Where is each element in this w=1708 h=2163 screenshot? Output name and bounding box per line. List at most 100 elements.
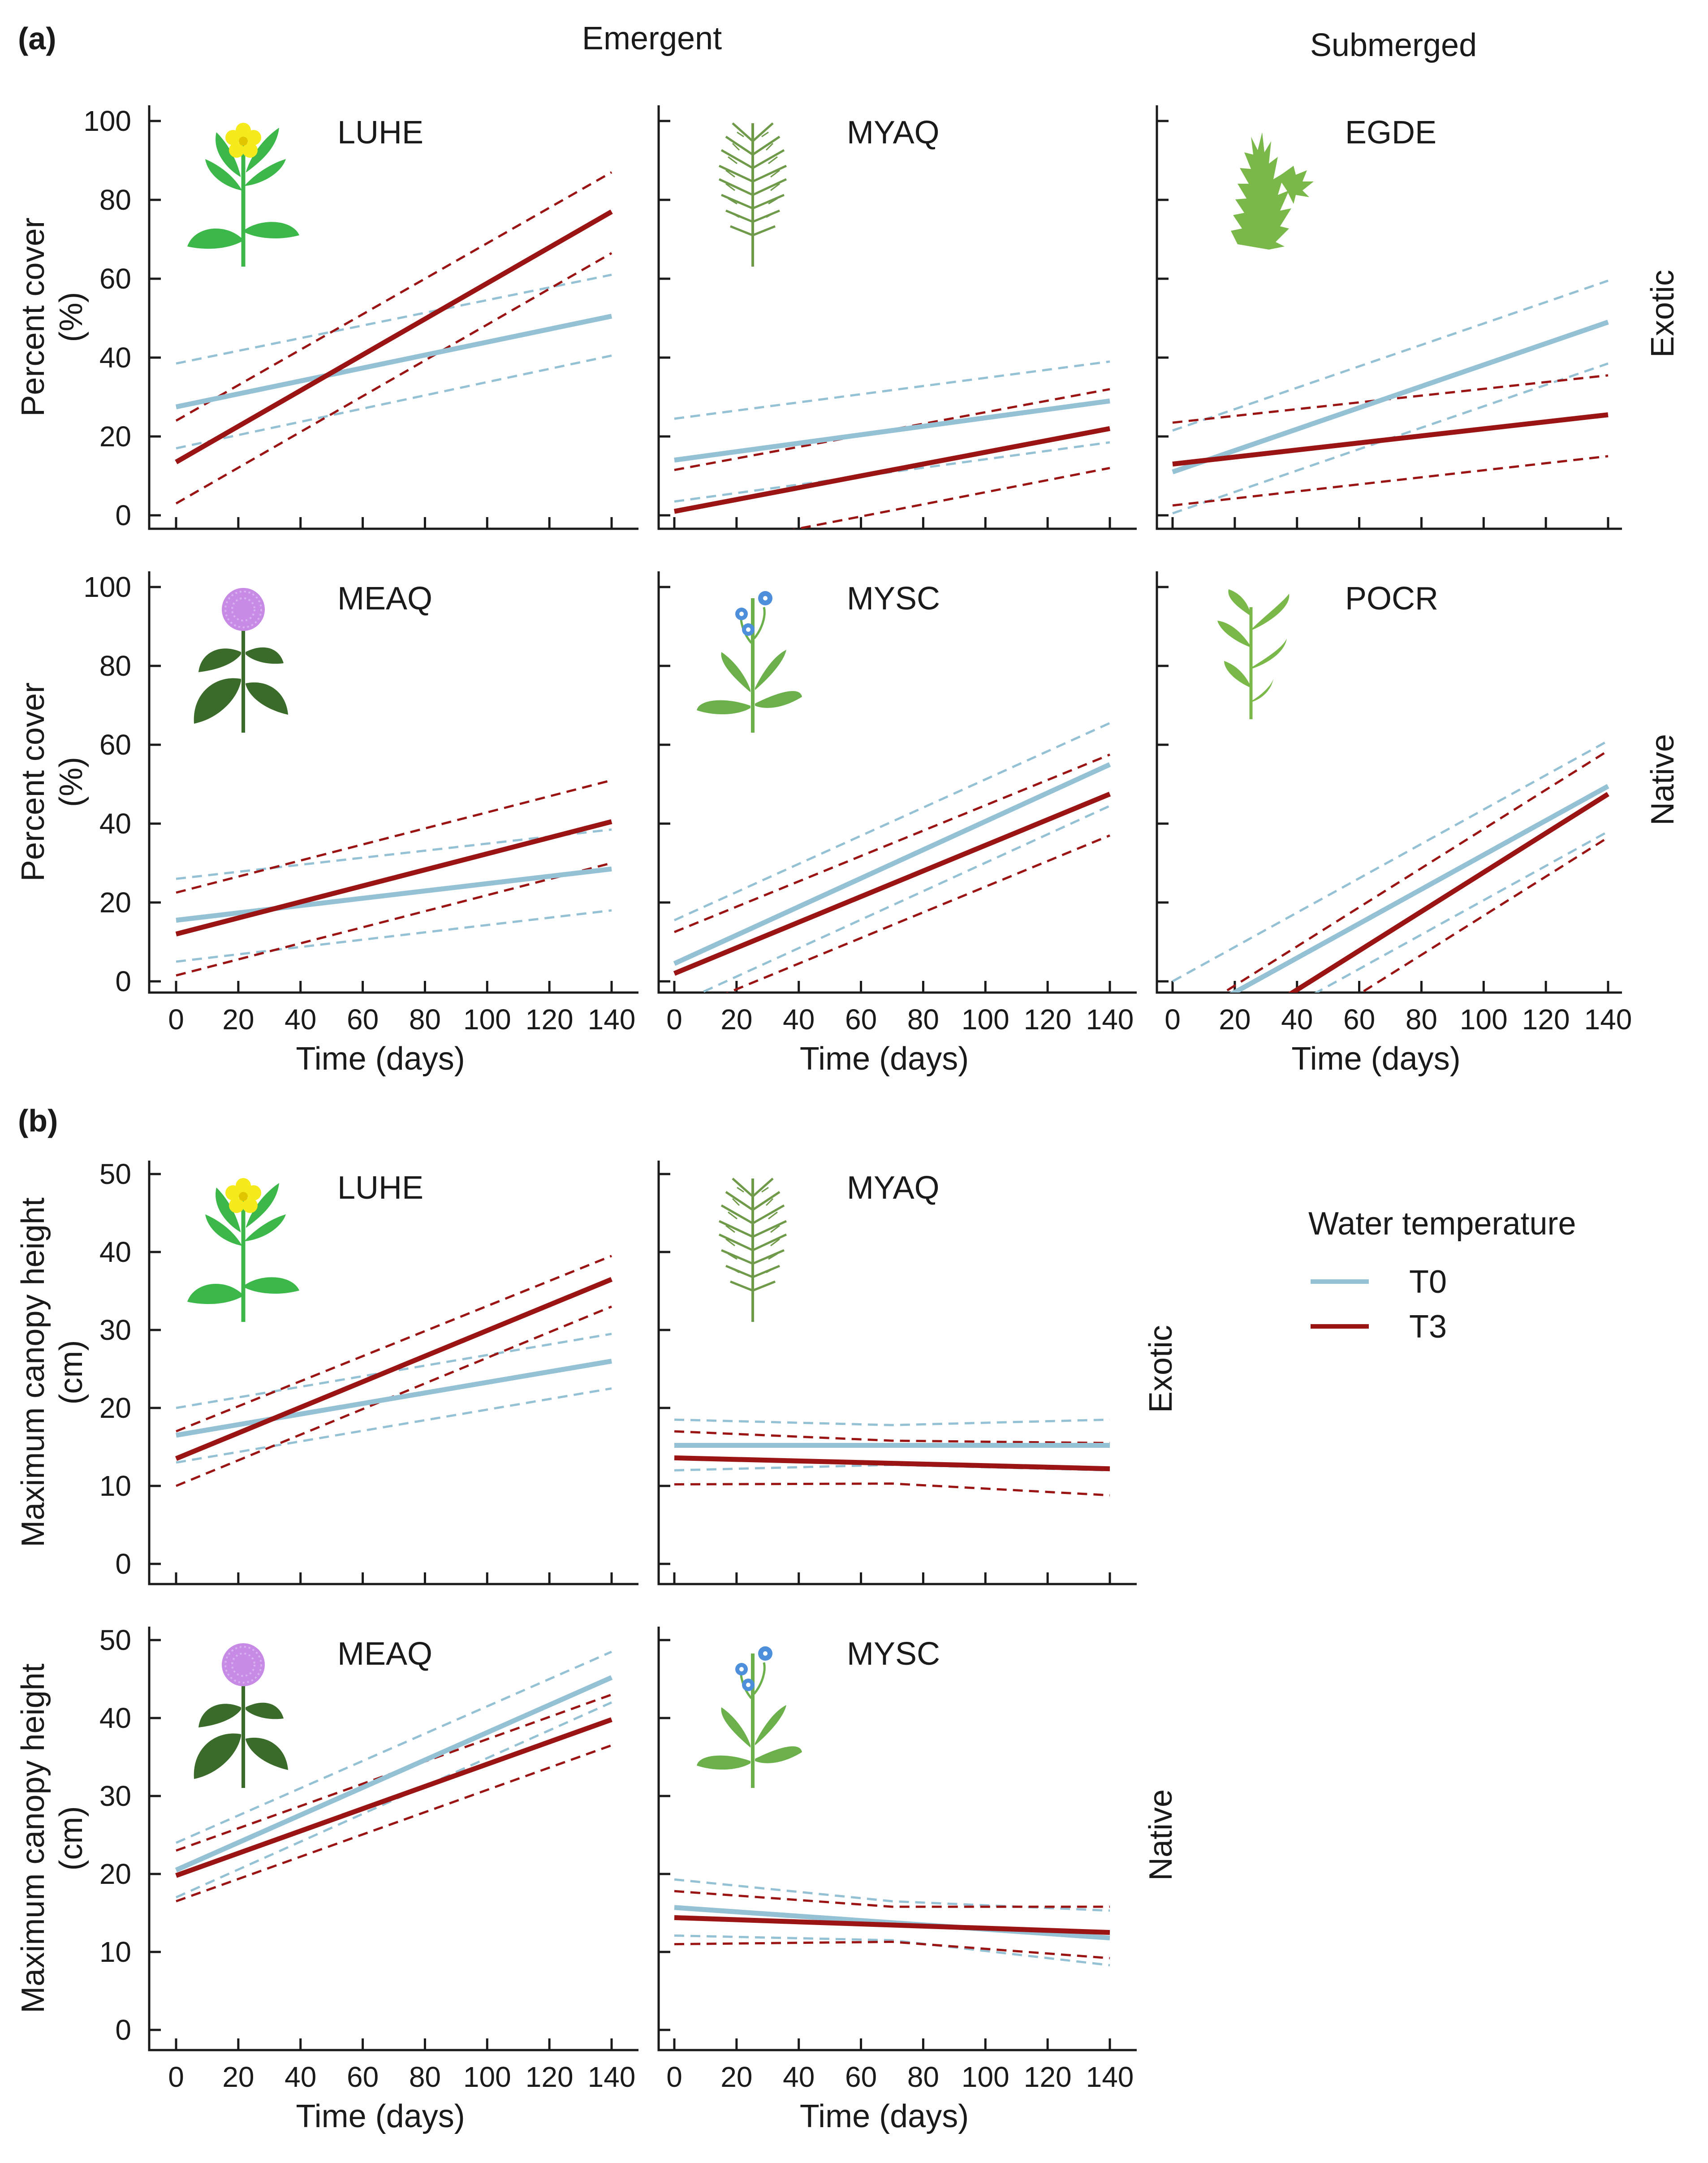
chart-panel-a-luhe: 0 20 40 60 80 100 Percent cover (%) LUHE xyxy=(15,105,638,531)
y-tick-label: 20 xyxy=(99,886,131,919)
x-tick-label: 40 xyxy=(783,2061,815,2093)
chart-panel-a-pocr: 0 20 40 60 80 100 120 140 Time (days) POCR xyxy=(1156,571,1632,1077)
chart-panel-a-mysc: 0 20 40 60 80 100 120 140 Time (days) MYSC xyxy=(657,571,1137,1077)
y-axis-title-unit: (%) xyxy=(53,292,89,342)
chart-panel-b-mysc: 0 20 40 60 80 100 120 140 Time (days) MYSC xyxy=(657,1627,1137,2134)
x-axis-title: Time (days) xyxy=(296,1041,465,1077)
row-label-exotic-a: Exotic xyxy=(1645,270,1681,358)
x-tick-label: 60 xyxy=(845,1003,877,1036)
chart-panel-b-meaq: 0 10 20 30 40 50 0 20 40 60 80 100 120 140 Time (days)… xyxy=(15,1624,638,2134)
x-tick-label: 140 xyxy=(1086,2061,1134,2093)
y-tick-label: 0 xyxy=(115,965,131,997)
wavy-leaf-plant-icon xyxy=(1217,589,1289,719)
x-tick-label: 140 xyxy=(588,1003,636,1036)
series-t3-ci-line xyxy=(674,753,1110,933)
x-tick-label: 0 xyxy=(1165,1003,1181,1036)
series-t3-ci-line xyxy=(674,388,1110,471)
series-t0-fit-line xyxy=(176,866,612,923)
y-tick-label: 80 xyxy=(99,184,131,216)
series-t0-ci-line xyxy=(674,441,1110,503)
series-t0-ci-line xyxy=(1172,280,1609,432)
series-t0-ci-line xyxy=(176,1387,612,1464)
x-tick-label: 80 xyxy=(409,1003,441,1036)
x-tick-label: 80 xyxy=(907,2061,939,2093)
series-t3-ci-line xyxy=(674,1890,1110,1908)
axis-frame xyxy=(148,105,638,530)
panel-title: MYAQ xyxy=(847,115,940,151)
series-t3-ci-line xyxy=(176,862,612,977)
x-tick-label: 100 xyxy=(962,2061,1009,2093)
y-tick-label: 100 xyxy=(83,105,131,137)
y-axis-title-unit: (%) xyxy=(53,757,89,807)
y-tick-label: 20 xyxy=(99,1392,131,1424)
column-header-submerged: Submerged xyxy=(1310,27,1477,63)
chart-panel-b-myaq: MYAQ xyxy=(657,1161,1137,1585)
series-t0-ci-line xyxy=(175,1650,612,1844)
x-tick-label: 20 xyxy=(720,2061,752,2093)
panel-title: MYAQ xyxy=(847,1170,940,1206)
legend-label-t3: T3 xyxy=(1409,1309,1447,1345)
y-tick-label: 80 xyxy=(99,650,131,682)
x-tick-label: 40 xyxy=(783,1003,815,1036)
series-t0-ci-line xyxy=(176,909,612,963)
series-group xyxy=(175,779,612,977)
x-tick-label: 120 xyxy=(1024,2061,1072,2093)
y-tick-label: 0 xyxy=(115,499,131,531)
series-t0-ci-line xyxy=(176,1333,612,1409)
legend: Water temperature T0 T3 xyxy=(1308,1206,1576,1345)
row-label-native-a: Native xyxy=(1645,734,1681,825)
series-group xyxy=(175,171,613,505)
x-tick-label: 20 xyxy=(720,1003,752,1036)
series-t3-ci-line xyxy=(175,252,612,505)
y-tick-label: 40 xyxy=(99,1236,131,1268)
axis-frame xyxy=(657,1627,1137,2051)
panel-title: MYSC xyxy=(847,1636,940,1672)
x-tick-label: 40 xyxy=(1281,1003,1313,1036)
series-t3-fit-line xyxy=(175,1277,613,1461)
x-axis-title: Time (days) xyxy=(800,2098,969,2134)
x-axis-title: Time (days) xyxy=(1291,1041,1460,1077)
series-group xyxy=(1172,280,1609,514)
x-tick-label: 100 xyxy=(962,1003,1009,1036)
series-t3-ci-line xyxy=(1359,836,1609,993)
x-tick-label: 120 xyxy=(526,1003,574,1036)
x-tick-label: 120 xyxy=(526,2061,574,2093)
panel-title: LUHE xyxy=(337,1170,423,1206)
y-axis-title: Percent cover xyxy=(15,217,51,416)
y-axis-title: Percent cover xyxy=(15,682,51,881)
x-tick-label: 20 xyxy=(222,1003,254,1036)
axis-frame xyxy=(657,571,1137,994)
blue-forget-me-not-plant-icon xyxy=(697,591,802,733)
series-group xyxy=(673,360,1111,529)
x-tick-label: 0 xyxy=(168,1003,184,1036)
y-tick-label: 20 xyxy=(99,420,131,453)
y-tick-label: 10 xyxy=(99,1936,131,1968)
y-axis-title-unit: (cm) xyxy=(53,1806,89,1871)
series-t3-ci-line xyxy=(792,466,1110,529)
y-tick-label: 60 xyxy=(99,263,131,295)
series-t3-fit-line xyxy=(673,791,1111,976)
series-t3-ci-line xyxy=(725,834,1110,993)
y-tick-label: 50 xyxy=(99,1624,131,1656)
y-tick-label: 20 xyxy=(99,1858,131,1890)
series-t0-fit-line xyxy=(674,398,1110,463)
series-group xyxy=(674,1418,1110,1497)
axis-frame xyxy=(1156,571,1622,994)
x-tick-label: 120 xyxy=(1024,1003,1072,1036)
panel-title: EGDE xyxy=(1345,115,1436,151)
axis-frame xyxy=(148,1161,638,1585)
series-t0-fit-line xyxy=(1172,319,1609,475)
feathery-leaf-plant-icon xyxy=(719,123,786,267)
purple-pompom-plant-icon xyxy=(194,588,288,733)
x-tick-label: 140 xyxy=(1584,1003,1632,1036)
y-tick-label: 10 xyxy=(99,1470,131,1502)
x-axis-title: Time (days) xyxy=(800,1041,969,1077)
series-group xyxy=(674,1878,1110,1967)
chart-panel-b-luhe: 0 10 20 30 40 50 Maximum canopy height (cm) LUHE xyxy=(15,1158,638,1585)
yellow-flower-plant-icon xyxy=(187,123,299,267)
series-t0-fit-line xyxy=(1229,784,1609,993)
series-group xyxy=(673,722,1111,993)
row-label-exotic-b: Exotic xyxy=(1143,1325,1179,1413)
y-tick-label: 0 xyxy=(115,1548,131,1580)
